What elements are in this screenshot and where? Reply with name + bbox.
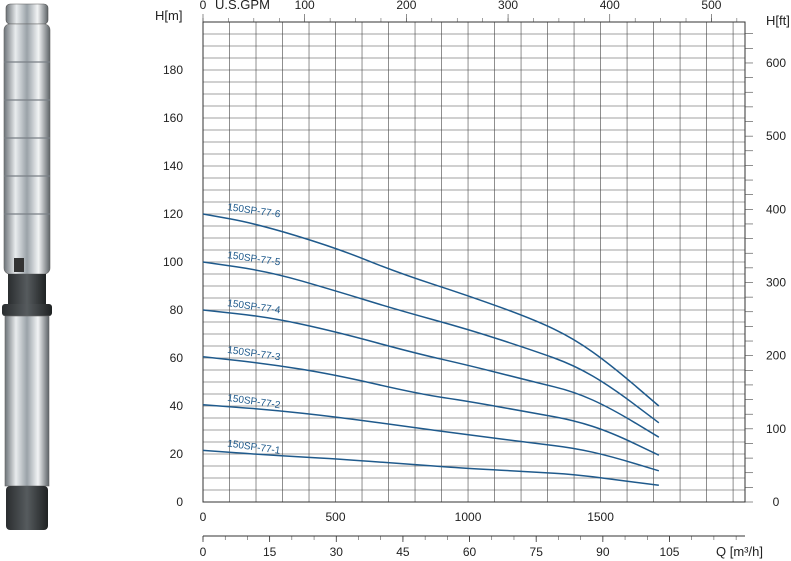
submersible-pump-icon: [2, 3, 52, 530]
flow-tick-label: 60: [463, 545, 477, 559]
right-tick-label: 0: [773, 495, 780, 509]
top-tick-label: 500: [701, 0, 721, 12]
curve-150sp-77-2: [202, 404, 660, 472]
top-tick-label: 200: [396, 0, 416, 12]
right-tick-label: 600: [766, 56, 786, 70]
flow-tick-label: 90: [596, 545, 610, 559]
left-tick-label: 80: [170, 303, 184, 317]
top-tick-label: 100: [295, 0, 315, 12]
bottom-tick-label: 1000: [455, 510, 482, 524]
left-tick-label: 180: [163, 63, 183, 77]
left-tick-label: 20: [170, 447, 184, 461]
left-tick-label: 140: [163, 159, 183, 173]
flow-tick-label: 75: [530, 545, 544, 559]
bottom-tick-label: 0: [200, 510, 207, 524]
chart-grid: [202, 21, 746, 503]
top-tick-label: 400: [600, 0, 620, 12]
curve-150sp-77-3: [202, 356, 660, 456]
left-tick-label: 100: [163, 255, 183, 269]
left-axis-title: H[m]: [155, 8, 182, 23]
curve-150sp-77-4: [202, 309, 660, 438]
top-tick-label: 0: [200, 0, 207, 12]
chart-curves: 150SP-77-6150SP-77-5150SP-77-4150SP-77-3…: [202, 202, 660, 486]
flow-tick-label: 15: [263, 545, 277, 559]
left-tick-label: 160: [163, 111, 183, 125]
right-axis-title: H[ft]: [766, 13, 790, 28]
curve-label-150sp-77-5: 150SP-77-5: [227, 250, 282, 268]
curve-label-150sp-77-6: 150SP-77-6: [227, 202, 282, 220]
bottom-tick-label: 500: [326, 510, 346, 524]
left-tick-label: 40: [170, 399, 184, 413]
flow-tick-label: 30: [330, 545, 344, 559]
bottom-tick-label: 1500: [587, 510, 614, 524]
right-tick-label: 200: [766, 349, 786, 363]
right-tick-label: 100: [766, 422, 786, 436]
flow-tick-label: 0: [200, 545, 207, 559]
curve-150sp-77-6: [202, 213, 660, 407]
left-tick-label: 120: [163, 207, 183, 221]
flow-tick-label: 45: [396, 545, 410, 559]
top-axis-title: U.S.GPM: [215, 0, 270, 12]
top-tick-label: 300: [498, 0, 518, 12]
curve-150sp-77-5: [202, 261, 660, 424]
bottom-axis-title: Q [m³/h]: [716, 544, 763, 559]
right-tick-label: 300: [766, 275, 786, 289]
left-tick-label: 60: [170, 351, 184, 365]
flow-tick-label: 105: [659, 545, 679, 559]
left-tick-label: 0: [176, 495, 183, 509]
chart-ticks: 0204060801001201401601800100200300400500…: [163, 0, 786, 559]
right-tick-label: 500: [766, 129, 786, 143]
curve-150sp-77-1: [202, 449, 659, 486]
right-tick-label: 400: [766, 202, 786, 216]
